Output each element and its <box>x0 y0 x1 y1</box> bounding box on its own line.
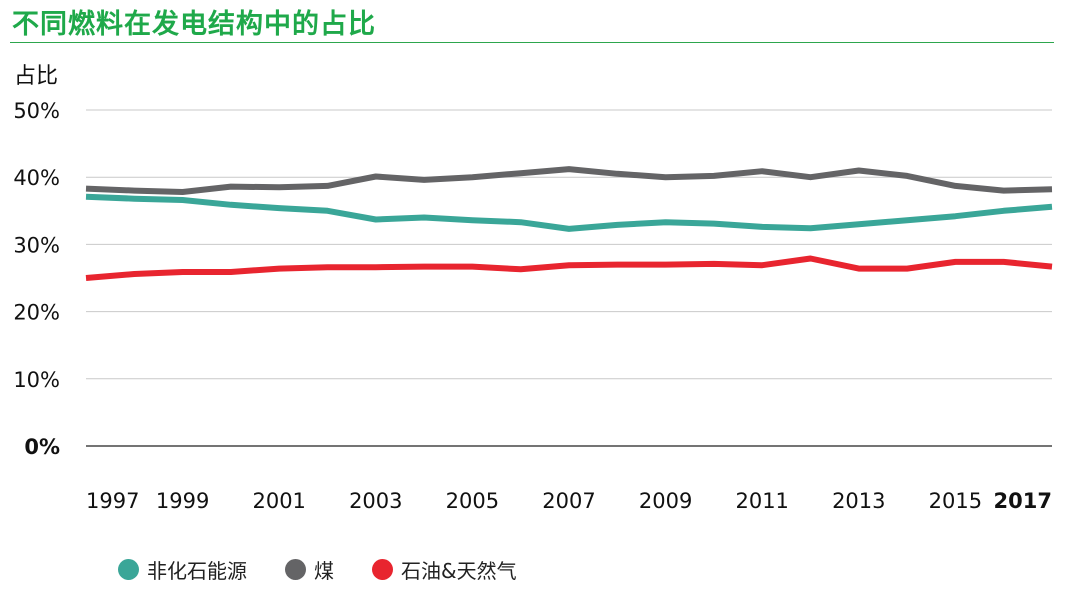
x-tick-label: 2011 <box>735 489 788 513</box>
grid-lines <box>86 109 1052 447</box>
legend-item-coal: 煤 <box>285 555 334 584</box>
x-tick-label: 2007 <box>542 489 595 513</box>
x-tick-label: 1999 <box>156 489 209 513</box>
x-tick-label: 2017 <box>994 489 1052 513</box>
y-axis-label: 占比 <box>14 64 59 89</box>
legend-label-coal: 煤 <box>314 559 334 583</box>
legend-label-non-fossil: 非化石能源 <box>147 559 247 583</box>
series-lines <box>85 166 1053 281</box>
y-tick-label: 40% <box>13 166 60 190</box>
series-line-non-fossil <box>85 193 1053 232</box>
series-line-oil-gas <box>85 255 1053 281</box>
x-tick-label: 2013 <box>832 489 885 513</box>
legend-swatch-non-fossil <box>118 559 139 580</box>
x-tick-label: 2003 <box>349 489 402 513</box>
legend-label-oil-gas: 石油&天然气 <box>401 559 517 583</box>
y-tick-label: 20% <box>13 301 60 325</box>
x-tick-label: 2001 <box>252 489 305 513</box>
y-tick-labels: 0% 10% 20% 30% 40% 50% <box>13 99 60 459</box>
legend: 非化石能源 煤 石油&天然气 <box>118 555 555 584</box>
x-tick-label: 2009 <box>639 489 692 513</box>
x-tick-label: 1997 <box>86 489 139 513</box>
y-tick-label: 50% <box>13 99 60 123</box>
y-tick-label: 30% <box>13 233 60 257</box>
title-divider <box>10 42 1054 43</box>
legend-swatch-coal <box>285 559 306 580</box>
x-tick-label: 2005 <box>446 489 499 513</box>
series-line-coal <box>85 166 1053 195</box>
x-tick-labels: 1997 1999 2001 2003 2005 2007 2009 2011 2013 2015… <box>86 489 1052 513</box>
chart-title: 不同燃料在发电结构中的占比 <box>12 9 376 40</box>
legend-swatch-oil-gas <box>372 559 393 580</box>
y-tick-label: 10% <box>13 368 60 392</box>
y-tick-label: 0% <box>24 435 60 459</box>
legend-item-non-fossil: 非化石能源 <box>118 555 247 584</box>
x-tick-label: 2015 <box>929 489 982 513</box>
legend-item-oil-gas: 石油&天然气 <box>372 555 517 584</box>
